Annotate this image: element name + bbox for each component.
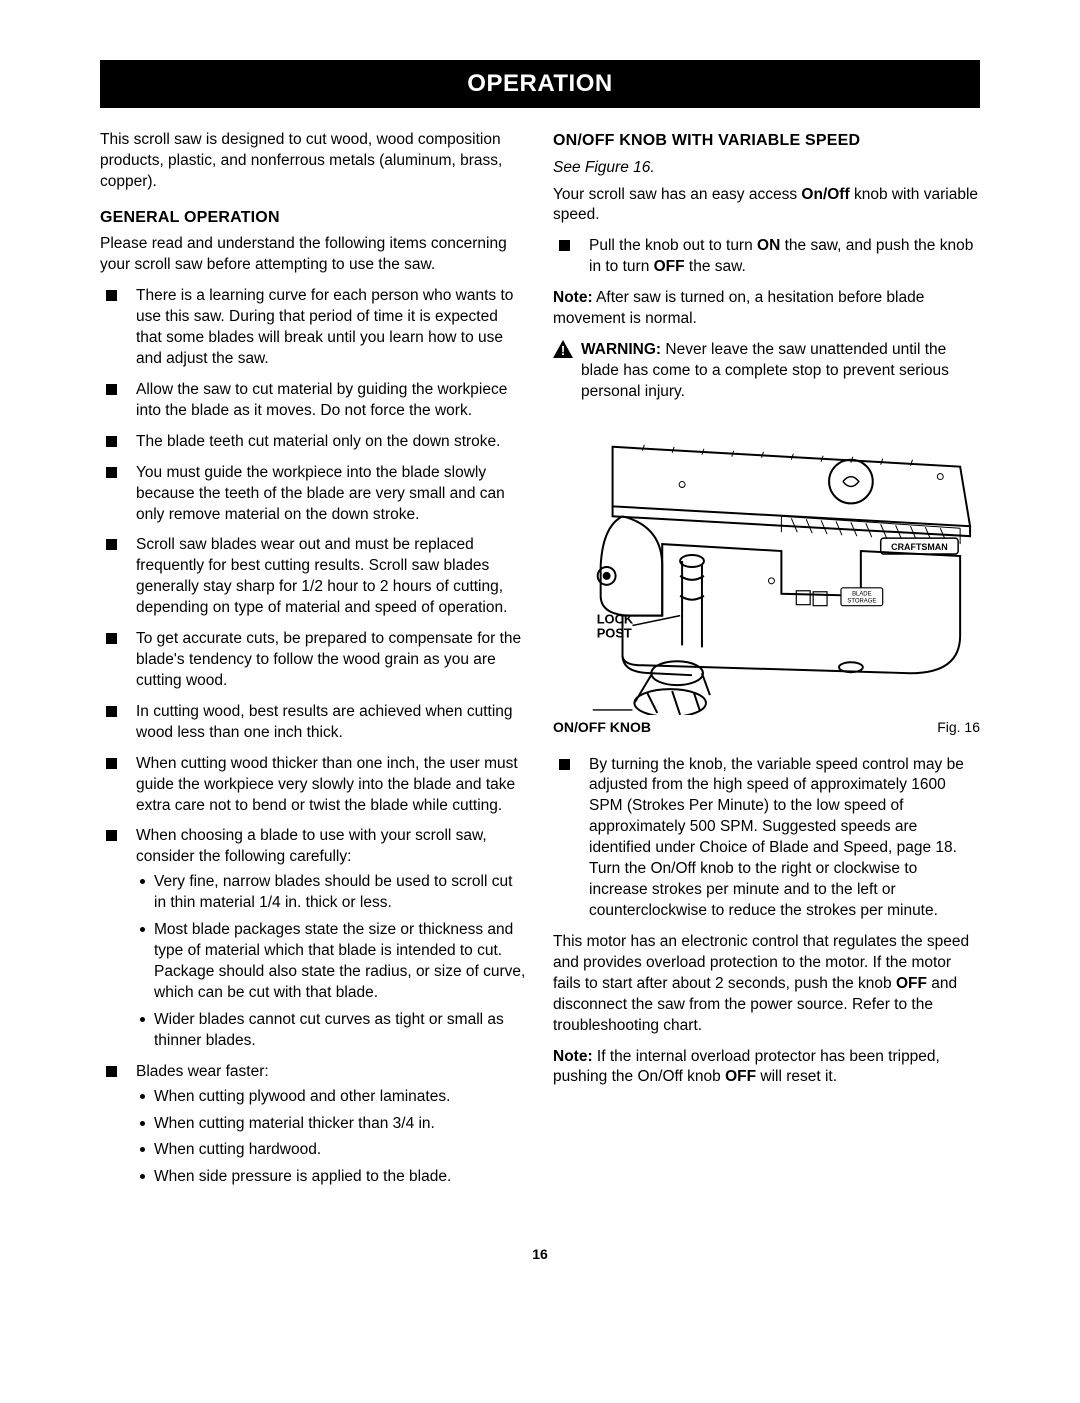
list-item: Wider blades cannot cut curves as tight … — [136, 1010, 527, 1052]
onoff-heading: ON/OFF KNOB WITH VARIABLE SPEED — [553, 130, 980, 152]
list-item: By turning the knob, the variable speed … — [553, 755, 980, 922]
svg-text:!: ! — [561, 343, 565, 358]
general-operation-list: There is a learning curve for each perso… — [100, 286, 527, 1188]
list-item: When cutting plywood and other laminates… — [136, 1087, 527, 1108]
brand-label: CRAFTSMAN — [891, 542, 948, 552]
content-columns: This scroll saw is designed to cut wood,… — [100, 130, 980, 1198]
lock-post-label-b: POST — [597, 625, 632, 640]
text-span: Pull the knob out to turn — [589, 237, 757, 254]
onoff-intro: Your scroll saw has an easy access On/Of… — [553, 185, 980, 227]
list-item: The blade teeth cut material only on the… — [100, 432, 527, 453]
list-item: When choosing a blade to use with your s… — [100, 826, 527, 1051]
list-item: When cutting wood thicker than one inch,… — [100, 754, 527, 817]
list-item: Most blade packages state the size or th… — [136, 920, 527, 1004]
list-item-text: Blades wear faster: — [136, 1063, 269, 1080]
onoff-knob-label: ON/OFF KNOB — [553, 718, 651, 737]
blade-storage-label-a: BLADE — [852, 592, 872, 598]
list-item: You must guide the workpiece into the bl… — [100, 463, 527, 526]
intro-paragraph: This scroll saw is designed to cut wood,… — [100, 130, 527, 193]
lock-post-label: LOCK — [597, 611, 634, 626]
blade-choice-sublist: Very fine, narrow blades should be used … — [136, 872, 527, 1051]
right-column: ON/OFF KNOB WITH VARIABLE SPEED See Figu… — [553, 130, 980, 1198]
warning-icon: ! — [553, 340, 573, 403]
list-item: When cutting hardwood. — [136, 1140, 527, 1161]
warning-text-block: WARNING: Never leave the saw unattended … — [581, 340, 980, 403]
bold-onoff: On/Off — [801, 186, 849, 203]
list-item-text: When choosing a blade to use with your s… — [136, 827, 487, 865]
text-span: the saw. — [685, 258, 746, 275]
general-operation-heading: GENERAL OPERATION — [100, 207, 527, 229]
bold-off: OFF — [725, 1068, 756, 1085]
list-item: Blades wear faster: When cutting plywood… — [100, 1062, 527, 1189]
note-text: After saw is turned on, a hesitation bef… — [553, 289, 924, 327]
bold-off: OFF — [654, 258, 685, 275]
list-item: There is a learning curve for each perso… — [100, 286, 527, 370]
list-item: When side pressure is applied to the bla… — [136, 1167, 527, 1188]
list-item: Allow the saw to cut material by guiding… — [100, 380, 527, 422]
motor-paragraph: This motor has an electronic control tha… — [553, 932, 980, 1037]
list-item: To get accurate cuts, be prepared to com… — [100, 629, 527, 692]
warning-block: ! WARNING: Never leave the saw unattende… — [553, 340, 980, 403]
figure-16-illustration: CRAFTSMAN — [553, 417, 980, 715]
figure-number: Fig. 16 — [937, 718, 980, 737]
text-span: Your scroll saw has an easy access — [553, 186, 801, 203]
note-label: Note: — [553, 1048, 593, 1065]
left-column: This scroll saw is designed to cut wood,… — [100, 130, 527, 1198]
general-operation-lead: Please read and understand the following… — [100, 234, 527, 276]
list-item: When cutting material thicker than 3/4 i… — [136, 1114, 527, 1135]
bold-off: OFF — [896, 975, 927, 992]
onoff-list: Pull the knob out to turn ON the saw, an… — [553, 236, 980, 278]
list-item: In cutting wood, best results are achiev… — [100, 702, 527, 744]
page-header-bar: OPERATION — [100, 60, 980, 108]
see-figure: See Figure 16. — [553, 158, 980, 179]
figure-16: CRAFTSMAN — [553, 417, 980, 737]
list-item: Scroll saw blades wear out and must be r… — [100, 535, 527, 619]
variable-speed-list: By turning the knob, the variable speed … — [553, 755, 980, 922]
list-item: Pull the knob out to turn ON the saw, an… — [553, 236, 980, 278]
note-label: Note: — [553, 289, 593, 306]
blade-wear-sublist: When cutting plywood and other laminates… — [136, 1087, 527, 1189]
note-hesitation: Note: After saw is turned on, a hesitati… — [553, 288, 980, 330]
warning-label: WARNING: — [581, 341, 661, 358]
page-number: 16 — [100, 1246, 980, 1262]
blade-storage-label-b: STORAGE — [847, 599, 876, 605]
bold-on: ON — [757, 237, 780, 254]
note-overload: Note: If the internal overload protector… — [553, 1047, 980, 1089]
list-item: Very fine, narrow blades should be used … — [136, 872, 527, 914]
note-text: will reset it. — [756, 1068, 837, 1085]
